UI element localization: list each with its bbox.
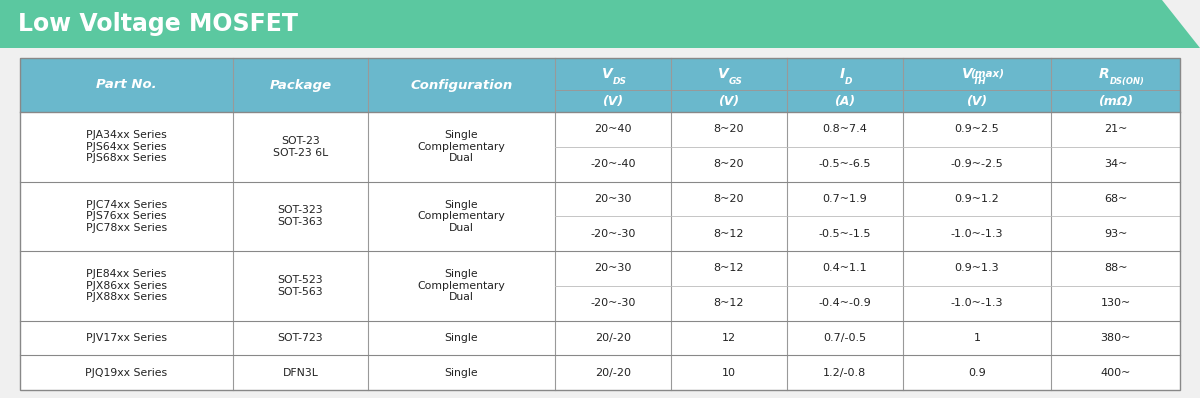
Text: R: R [1099, 67, 1110, 81]
Text: PJV17xx Series: PJV17xx Series [86, 333, 167, 343]
Text: -1.0~-1.3: -1.0~-1.3 [950, 228, 1003, 239]
Text: DS(ON): DS(ON) [1110, 77, 1145, 86]
Text: 400~: 400~ [1100, 368, 1130, 378]
Text: SOT-23
SOT-23 6L: SOT-23 SOT-23 6L [272, 136, 328, 158]
Text: SOT-523
SOT-563: SOT-523 SOT-563 [277, 275, 323, 297]
Text: 20~40: 20~40 [594, 124, 631, 135]
Text: 1.2/-0.8: 1.2/-0.8 [823, 368, 866, 378]
Text: -0.9~-2.5: -0.9~-2.5 [950, 159, 1003, 169]
Text: -20~-30: -20~-30 [590, 298, 636, 308]
Text: 20/-20: 20/-20 [595, 333, 631, 343]
Text: I: I [840, 67, 845, 81]
Text: 20~30: 20~30 [594, 263, 631, 273]
Text: 380~: 380~ [1100, 333, 1130, 343]
Text: (mΩ): (mΩ) [1098, 94, 1133, 107]
Text: TH: TH [973, 77, 986, 86]
Text: V: V [718, 67, 728, 81]
Text: 8~12: 8~12 [714, 298, 744, 308]
Text: 8~12: 8~12 [714, 228, 744, 239]
Text: 0.9~1.2: 0.9~1.2 [955, 194, 1000, 204]
Text: 20~30: 20~30 [594, 194, 631, 204]
Bar [20, 58, 1180, 390]
Text: 93~: 93~ [1104, 228, 1127, 239]
Text: (V): (V) [602, 94, 624, 107]
Text: Single
Complementary
Dual: Single Complementary Dual [418, 130, 505, 163]
Text: -20~-30: -20~-30 [590, 228, 636, 239]
Text: DS: DS [613, 77, 626, 86]
Text: 130~: 130~ [1100, 298, 1130, 308]
Text: 21~: 21~ [1104, 124, 1127, 135]
Text: Single: Single [445, 333, 479, 343]
Text: Single: Single [445, 368, 479, 378]
Text: -0.5~-6.5: -0.5~-6.5 [818, 159, 871, 169]
Text: 88~: 88~ [1104, 263, 1127, 273]
Text: -0.4~-0.9: -0.4~-0.9 [818, 298, 871, 308]
Text: GS: GS [728, 77, 743, 86]
Text: 0.7~1.9: 0.7~1.9 [822, 194, 868, 204]
Text: 20/-20: 20/-20 [595, 368, 631, 378]
Text: Single
Complementary
Dual: Single Complementary Dual [418, 269, 505, 302]
Text: Single
Complementary
Dual: Single Complementary Dual [418, 200, 505, 233]
Text: Package: Package [269, 78, 331, 92]
Text: PJE84xx Series
PJX86xx Series
PJX88xx Series: PJE84xx Series PJX86xx Series PJX88xx Se… [86, 269, 167, 302]
Text: 0.8~7.4: 0.8~7.4 [822, 124, 868, 135]
Text: Part No.: Part No. [96, 78, 157, 92]
Text: SOT-323
SOT-363: SOT-323 SOT-363 [277, 205, 323, 227]
Text: -1.0~-1.3: -1.0~-1.3 [950, 298, 1003, 308]
Polygon shape [0, 0, 1200, 48]
Text: 0.9: 0.9 [968, 368, 986, 378]
Text: 0.9~2.5: 0.9~2.5 [955, 124, 1000, 135]
Text: DFN3L: DFN3L [282, 368, 318, 378]
Text: (V): (V) [719, 94, 739, 107]
Text: PJA34xx Series
PJS64xx Series
PJS68xx Series: PJA34xx Series PJS64xx Series PJS68xx Se… [86, 130, 167, 163]
Text: 8~20: 8~20 [714, 159, 744, 169]
Text: 0.4~1.1: 0.4~1.1 [822, 263, 868, 273]
Text: 34~: 34~ [1104, 159, 1127, 169]
Text: (max): (max) [970, 69, 1004, 79]
Text: 1: 1 [973, 333, 980, 343]
Text: 12: 12 [722, 333, 736, 343]
Text: PJQ19xx Series: PJQ19xx Series [85, 368, 167, 378]
Text: -0.5~-1.5: -0.5~-1.5 [818, 228, 871, 239]
Text: 0.7/-0.5: 0.7/-0.5 [823, 333, 866, 343]
Text: SOT-723: SOT-723 [277, 333, 323, 343]
Text: V: V [602, 67, 613, 81]
Text: 8~12: 8~12 [714, 263, 744, 273]
Text: 8~20: 8~20 [714, 124, 744, 135]
Text: 8~20: 8~20 [714, 194, 744, 204]
Text: 0.9~1.3: 0.9~1.3 [955, 263, 1000, 273]
Text: -20~-40: -20~-40 [590, 159, 636, 169]
Text: (A): (A) [834, 94, 856, 107]
Text: 10: 10 [722, 368, 736, 378]
Text: D: D [845, 77, 852, 86]
Text: Configuration: Configuration [410, 78, 512, 92]
Text: PJC74xx Series
PJS76xx Series
PJC78xx Series: PJC74xx Series PJS76xx Series PJC78xx Se… [85, 200, 167, 233]
Bar [20, 58, 1180, 112]
Text: Low Voltage MOSFET: Low Voltage MOSFET [18, 12, 298, 36]
Text: V: V [962, 67, 973, 81]
Text: 68~: 68~ [1104, 194, 1127, 204]
Bar [20, 112, 1180, 390]
Text: (V): (V) [966, 94, 988, 107]
